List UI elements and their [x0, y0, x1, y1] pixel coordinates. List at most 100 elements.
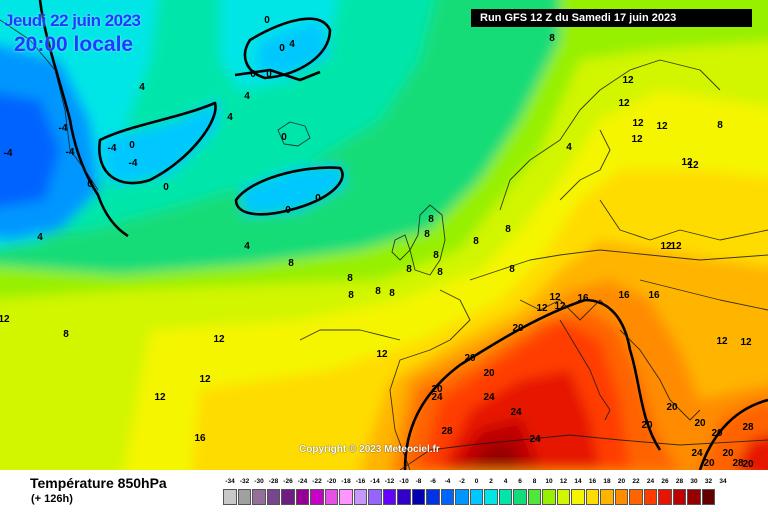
legend-tick-label: 26 [661, 478, 669, 485]
isotherm-label: 20 [512, 323, 524, 334]
isotherm-label: 16 [577, 293, 589, 304]
legend-color-swatch [614, 489, 628, 505]
legend-color-swatch [658, 489, 672, 505]
legend-tick-label: -32 [239, 478, 250, 485]
legend-color-swatch [353, 489, 367, 505]
legend-tick-label: 4 [503, 478, 508, 485]
legend-color-swatch [629, 489, 643, 505]
legend-tick-label: -28 [268, 478, 279, 485]
isotherm-label: 8 [63, 329, 69, 340]
legend-tick-label: -14 [370, 478, 380, 485]
legend-tick-label: -16 [355, 478, 366, 485]
isotherm-label: 28 [441, 426, 453, 437]
isotherm-label: 4 [289, 39, 295, 50]
legend-color-swatch [513, 489, 527, 505]
isotherm-label: 12 [0, 314, 10, 325]
isotherm-label: 24 [510, 407, 522, 418]
legend-color-swatch [484, 489, 498, 505]
legend-tick-label: -18 [341, 478, 351, 485]
isotherm-label: 12 [631, 134, 643, 145]
isotherm-label: 8 [505, 224, 511, 235]
isotherm-label: 12 [213, 334, 225, 345]
forecast-date: Jeudi 22 juin 2023 [4, 11, 141, 30]
isotherm-label: 8 [549, 33, 555, 44]
legend-tick-label: 16 [588, 478, 597, 485]
isotherm-label: 0 [264, 15, 270, 26]
legend-color-swatch [237, 489, 251, 505]
isotherm-label: 12 [154, 392, 166, 403]
isotherm-label: 8 [717, 120, 723, 131]
isotherm-label: 4 [227, 112, 233, 123]
legend-color-swatch [440, 489, 454, 505]
model-run-label: Run GFS 12 Z du Samedi 17 juin 2023 [471, 9, 752, 27]
isotherm-label: -4 [4, 148, 13, 159]
legend-color-swatch [585, 489, 599, 505]
legend-color-swatch [252, 489, 266, 505]
legend-color-swatch [571, 489, 585, 505]
isotherm-label: 20 [742, 459, 754, 470]
forecast-time: 20:00 locale [14, 33, 134, 56]
isotherm-label: 8 [375, 286, 381, 297]
isotherm-label: 12 [536, 303, 548, 314]
isotherm-label: 20 [483, 368, 495, 379]
isotherm-label: 0 [285, 205, 291, 216]
isotherm-label: 8 [424, 229, 430, 240]
legend-color-swatch [701, 489, 715, 505]
isotherm-label: 12 [376, 349, 388, 360]
isotherm-label: 4 [244, 241, 250, 252]
legend-color-swatch [324, 489, 338, 505]
legend-color-swatch [223, 489, 237, 505]
legend-tick-label: 6 [518, 478, 522, 485]
isotherm-label: 12 [199, 374, 211, 385]
isotherm-label: 4 [37, 232, 43, 243]
isotherm-label: 12 [656, 121, 668, 132]
legend-tick-label: 18 [603, 478, 611, 485]
isotherm-label: 20 [703, 458, 715, 469]
isotherm-label: 20 [666, 402, 678, 413]
isotherm-label: 0 [281, 132, 287, 143]
isotherm-label: 20 [431, 384, 443, 395]
isotherm-label: 16 [618, 290, 630, 301]
isotherm-label: 12 [687, 160, 699, 171]
isotherm-label: 12 [681, 157, 693, 168]
isotherm-label: 24 [483, 392, 495, 403]
isotherm-label: 8 [433, 250, 439, 261]
isotherm-label: 28 [742, 422, 754, 433]
isotherm-label: -4 [66, 147, 75, 158]
isotherm-label: 16 [194, 433, 206, 444]
isotherm-label: 20 [464, 353, 476, 364]
isotherm-label: 20 [641, 420, 653, 431]
isotherm-label: 0 [250, 69, 256, 80]
legend-tick-label: 8 [532, 478, 537, 485]
legend-color-swatch [426, 489, 440, 505]
isotherm-label: 0 [266, 69, 272, 80]
legend-tick-label: 22 [632, 478, 640, 485]
isotherm-label: 12 [660, 241, 672, 252]
temperature-map: 0 0 0 0 0 0 0 0 0 0 -4 -4 -4 -4 -4 4 4 4… [0, 0, 768, 470]
isotherm-label: 24 [691, 448, 703, 459]
isotherm-label: 12 [549, 292, 561, 303]
isotherm-label: 8 [288, 258, 294, 269]
isotherm-label: 20 [722, 448, 734, 459]
legend-tick-label: 14 [574, 478, 582, 485]
legend-color-swatch [266, 489, 280, 505]
legend-tick-label: 2 [489, 478, 493, 485]
isotherm-label: 12 [670, 241, 682, 252]
isotherm-label: -4 [108, 143, 117, 154]
legend-tick-label: -4 [444, 478, 451, 485]
isotherm-label: -4 [129, 158, 138, 169]
legend-color-swatch [310, 489, 324, 505]
isotherm-label: 16 [648, 290, 660, 301]
legend-tick-label: 10 [545, 478, 553, 485]
legend-color-swatch [498, 489, 512, 505]
legend-color-swatch [643, 489, 657, 505]
legend-color-swatch [397, 489, 411, 505]
legend-color-swatch [542, 489, 556, 505]
legend-tick-label: 34 [719, 478, 727, 485]
copyright-notice: Copyright © 2023 Meteociel.fr [299, 444, 440, 455]
parameter-title: Température 850hPa [30, 475, 167, 491]
legend-color-swatch [281, 489, 295, 505]
isotherm-label: 8 [406, 264, 412, 275]
isotherm-label: 28 [732, 458, 744, 469]
isotherm-label: 8 [473, 236, 479, 247]
